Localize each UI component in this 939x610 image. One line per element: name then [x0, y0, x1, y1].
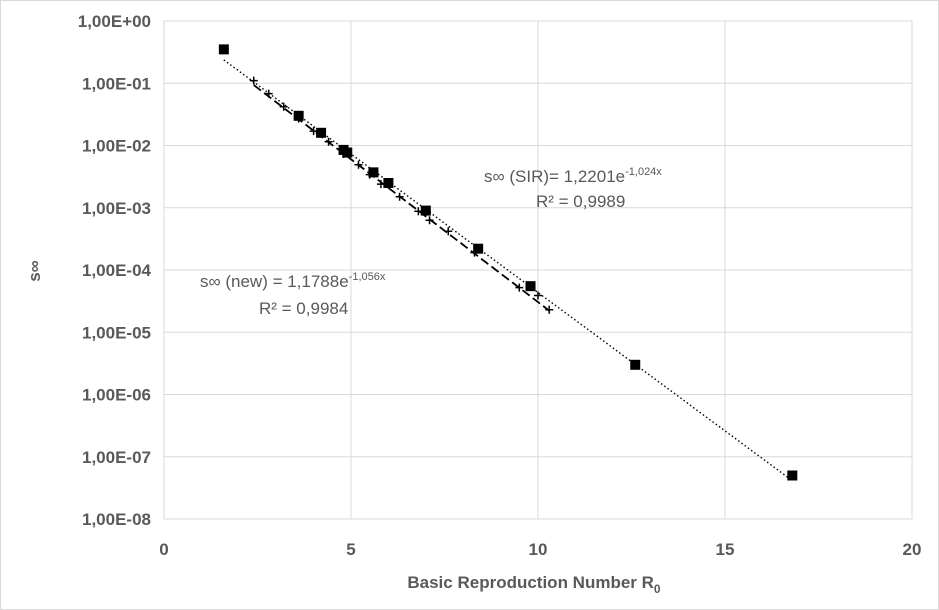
data-point-square	[368, 167, 379, 178]
data-point-square	[383, 177, 394, 188]
data-point-plus	[264, 89, 273, 98]
y-tick-label: 1,00E-01	[82, 74, 151, 93]
data-point-plus	[444, 227, 453, 236]
data-point-plus	[395, 192, 404, 201]
data-point-plus	[545, 305, 554, 314]
data-point-plus	[534, 291, 542, 300]
markers	[218, 44, 798, 481]
x-axis-label: Basic Reproduction Number R0	[407, 573, 661, 596]
equation-sir-r2: R² = 0,9989	[536, 192, 625, 211]
equation-new-line1: s∞ (new) = 1,1788e-1,056x	[200, 271, 386, 291]
equation-new: s∞ (new) = 1,1788e-1,056x R² = 0,9984	[200, 271, 386, 318]
x-tick-label: 10	[529, 540, 548, 559]
x-axis-label-subscript: 0	[654, 582, 661, 596]
trendline-series-1	[253, 84, 550, 312]
data-point-square	[420, 205, 431, 216]
data-point-plus	[279, 102, 288, 111]
y-tick-label: 1,00E+00	[78, 12, 151, 31]
equation-new-formula: s∞ (new) = 1,1788e	[200, 272, 349, 291]
data-point-plus	[339, 150, 348, 159]
x-tick-label: 0	[159, 540, 168, 559]
grid	[163, 20, 913, 520]
y-tick-label: 1,00E-02	[82, 137, 151, 156]
data-point-plus	[309, 127, 318, 136]
y-tick-label: 1,00E-03	[82, 199, 151, 218]
data-point-square	[342, 147, 353, 158]
x-tick-label: 15	[716, 540, 735, 559]
equation-sir-exponent: -1,024x	[625, 166, 662, 178]
data-point-plus	[414, 207, 423, 216]
x-tick-label: 20	[903, 540, 922, 559]
y-tick-label: 1,00E-07	[82, 448, 151, 467]
data-point-square	[218, 44, 229, 55]
x-axis-label-text: Basic Reproduction Number R	[407, 573, 654, 592]
y-tick-label: 1,00E-08	[82, 510, 151, 529]
tick-labels: 1,00E+00 1,00E-01 1,00E-02 1,00E-03 1,00E-04…	[78, 12, 922, 559]
data-point-plus	[294, 114, 303, 123]
data-point-square	[525, 281, 536, 292]
data-point-square	[316, 127, 327, 138]
data-point-plus	[470, 248, 479, 257]
data-point-plus	[354, 160, 363, 169]
data-point-square	[630, 359, 641, 370]
x-tick-label: 5	[346, 540, 355, 559]
equation-sir-line1: s∞ (SIR)= 1,2201e-1,024x	[484, 166, 662, 186]
data-point-square	[473, 243, 484, 254]
data-point-plus	[249, 76, 258, 85]
equation-sir: s∞ (SIR)= 1,2201e-1,024x R² = 0,9989	[484, 166, 662, 211]
data-point-plus	[324, 137, 333, 146]
y-axis-label: s∞	[25, 260, 44, 282]
data-point-square	[787, 470, 798, 481]
data-point-plus	[365, 170, 374, 179]
data-point-plus	[376, 180, 385, 189]
equation-sir-formula: s∞ (SIR)= 1,2201e	[484, 167, 625, 186]
equation-new-r2: R² = 0,9984	[259, 299, 348, 318]
data-point-plus	[515, 283, 524, 292]
trendline-series-0	[223, 59, 793, 482]
data-point-plus	[425, 216, 434, 225]
y-tick-label: 1,00E-06	[82, 386, 151, 405]
y-tick-label: 1,00E-05	[82, 323, 151, 342]
equation-new-exponent: -1,056x	[349, 271, 386, 283]
y-tick-label: 1,00E-04	[82, 261, 152, 280]
trendlines	[223, 59, 793, 482]
